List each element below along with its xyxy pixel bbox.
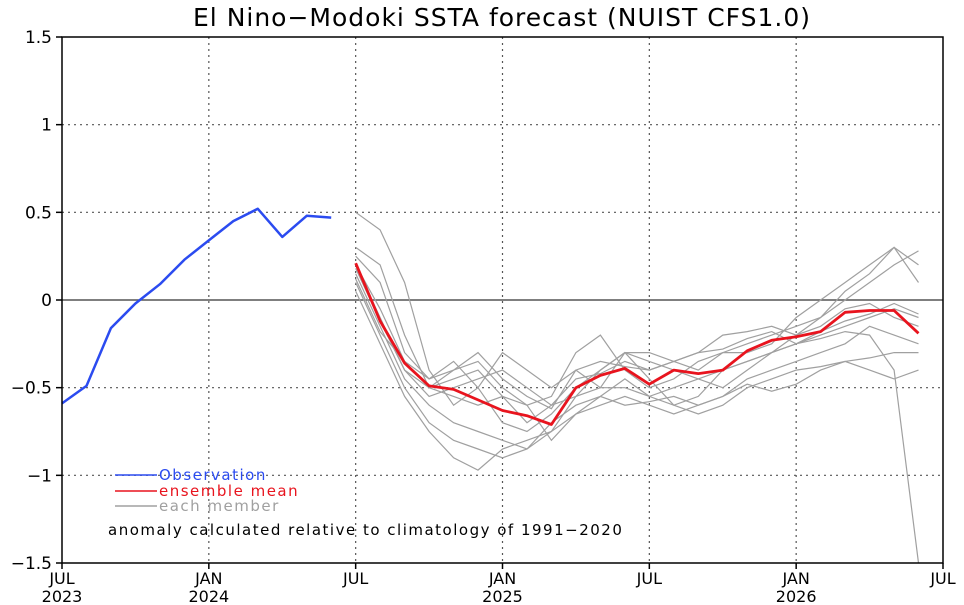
y-tick-label: 1.5 bbox=[25, 28, 52, 48]
member-line bbox=[355, 290, 919, 471]
y-tick-label: 0.5 bbox=[25, 203, 52, 223]
y-tick-label: −0.5 bbox=[11, 379, 52, 399]
member-line bbox=[355, 255, 919, 410]
legend-observation-label: Observation bbox=[159, 466, 267, 484]
legend: Observation ensemble mean each member bbox=[115, 466, 299, 515]
x-tick-label: JUL bbox=[342, 569, 368, 588]
member-lines bbox=[355, 211, 920, 564]
legend-member-label: each member bbox=[159, 497, 280, 515]
member-line bbox=[355, 282, 919, 459]
x-tick-label: JAN bbox=[488, 569, 516, 588]
x-tick-year-label: 2023 bbox=[42, 587, 83, 605]
x-tick-year-label: 2026 bbox=[776, 587, 817, 605]
y-tick-label: 0 bbox=[41, 291, 52, 311]
y-tick-label: 1 bbox=[41, 116, 52, 136]
x-tick-year-label: 2025 bbox=[482, 587, 523, 605]
x-tick-year-label: 2024 bbox=[188, 587, 229, 605]
member-line bbox=[355, 246, 919, 406]
ensemble-mean-line bbox=[354, 262, 920, 426]
series-lines bbox=[61, 207, 920, 426]
x-tick-label: JAN bbox=[194, 569, 222, 588]
member-line bbox=[355, 278, 920, 564]
grid bbox=[62, 37, 943, 563]
legend-ensemble-mean-label: ensemble mean bbox=[159, 482, 299, 500]
x-tick-label: JUL bbox=[48, 569, 74, 588]
x-tick-label: JUL bbox=[636, 569, 662, 588]
observation-line bbox=[61, 207, 332, 405]
climatology-note: anomaly calculated relative to climatolo… bbox=[108, 521, 623, 539]
y-tick-label: −1.5 bbox=[11, 554, 52, 574]
chart-title: El Nino−Modoki SSTA forecast (NUIST CFS1… bbox=[193, 3, 811, 32]
x-tick-label: JAN bbox=[781, 569, 809, 588]
member-line bbox=[355, 268, 919, 442]
member-line bbox=[355, 273, 919, 450]
x-tick-label: JUL bbox=[929, 569, 955, 588]
member-line bbox=[355, 211, 919, 407]
y-tick-label: −1 bbox=[27, 466, 52, 486]
